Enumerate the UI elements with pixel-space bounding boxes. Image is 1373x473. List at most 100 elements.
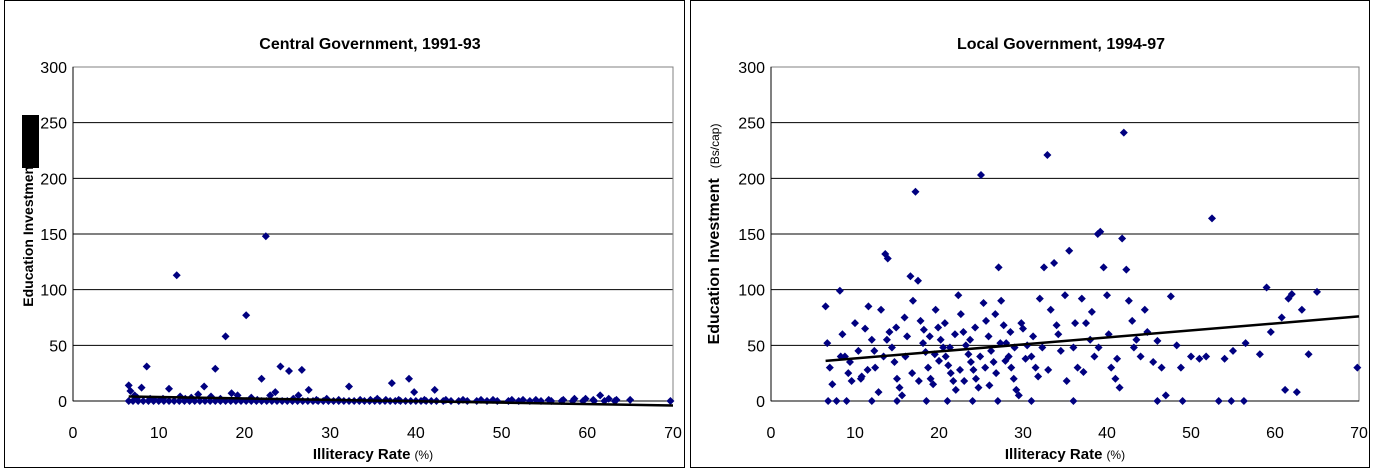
data-point [1266, 327, 1275, 336]
data-point [134, 397, 143, 405]
data-point [1069, 397, 1078, 405]
data-point [276, 362, 285, 371]
data-point [994, 263, 1003, 272]
y-tick-label: 150 [40, 227, 67, 244]
data-point [984, 332, 993, 341]
data-point [1096, 227, 1105, 236]
data-point [892, 323, 901, 332]
data-point [129, 397, 137, 405]
data-point [1140, 305, 1149, 314]
data-point [1038, 343, 1047, 352]
data-point [908, 296, 917, 305]
data-point [1297, 305, 1306, 314]
data-point [1129, 343, 1138, 352]
data-point [890, 358, 899, 367]
data-point [1069, 343, 1078, 352]
data-point [200, 382, 209, 391]
data-point [194, 390, 203, 399]
trend-line [825, 315, 1360, 363]
data-point [1119, 128, 1128, 137]
data-point [856, 374, 865, 383]
redaction-block [22, 115, 39, 168]
x-tick-label: 10 [846, 425, 864, 442]
data-point [893, 397, 901, 405]
data-point [1153, 336, 1162, 345]
data-point [242, 311, 251, 320]
data-point [954, 291, 963, 300]
data-point [1046, 305, 1055, 314]
data-point [124, 381, 133, 390]
data-point [1054, 330, 1063, 339]
y-tick-label: 200 [738, 171, 765, 188]
data-point [974, 383, 983, 392]
data-point [828, 380, 837, 389]
data-point [844, 369, 853, 378]
x-axis-label: Illiteracy Rate (%) [1005, 446, 1125, 463]
data-point [960, 376, 969, 385]
data-point [961, 341, 970, 350]
data-point [180, 397, 189, 405]
data-point [893, 374, 901, 383]
data-point [922, 397, 931, 405]
data-point [982, 316, 991, 325]
data-point [1161, 391, 1170, 400]
data-point [596, 391, 605, 400]
data-point [877, 305, 886, 314]
data-point [854, 346, 863, 355]
y-tick-label: 250 [40, 116, 67, 133]
data-point [165, 397, 173, 405]
data-point [887, 343, 896, 352]
data-point [1113, 354, 1122, 363]
data-point [993, 397, 1002, 405]
data-point [1136, 352, 1145, 361]
data-point [1065, 246, 1074, 255]
data-point [1062, 376, 1071, 385]
y-tick-label: 100 [738, 283, 765, 300]
data-point [1187, 352, 1195, 361]
data-point [271, 388, 280, 397]
data-point [956, 365, 964, 374]
data-point [1262, 283, 1271, 292]
data-point [1157, 363, 1166, 372]
data-point [1128, 316, 1137, 325]
data-point [257, 374, 266, 383]
data-point [1220, 354, 1229, 363]
data-point [387, 379, 396, 388]
data-point [124, 397, 133, 405]
data-point [914, 376, 923, 385]
x-tick-label: 0 [69, 425, 78, 442]
y-tick-label: 50 [49, 338, 67, 355]
data-point [956, 310, 965, 319]
data-point [903, 332, 912, 341]
data-point [929, 380, 938, 389]
data-point [626, 395, 635, 404]
data-point [931, 305, 940, 314]
x-axis-label: Illiteracy Rate (%) [313, 446, 433, 463]
data-point [430, 385, 439, 394]
data-point [1353, 363, 1362, 372]
data-point [1229, 346, 1237, 355]
data-point [874, 388, 883, 397]
data-point [1087, 307, 1096, 316]
data-point [936, 335, 945, 344]
data-point [159, 397, 168, 405]
data-point [981, 363, 990, 372]
data-point [1001, 356, 1010, 365]
x-tick-label: 70 [664, 425, 682, 442]
data-point [1118, 234, 1127, 243]
data-point [221, 332, 230, 341]
data-point [531, 395, 540, 404]
data-point [1017, 319, 1026, 328]
data-point [1056, 346, 1065, 355]
data-point [175, 397, 184, 405]
data-point [946, 369, 955, 378]
data-point [885, 327, 894, 336]
data-point [951, 385, 960, 394]
data-point [851, 319, 859, 328]
chart-title: Local Government, 1994-97 [957, 36, 1165, 53]
data-point [294, 391, 303, 400]
data-point [211, 364, 220, 373]
data-point [916, 316, 925, 325]
x-tick-label: 30 [1014, 425, 1032, 442]
x-tick-label: 70 [1350, 425, 1368, 442]
